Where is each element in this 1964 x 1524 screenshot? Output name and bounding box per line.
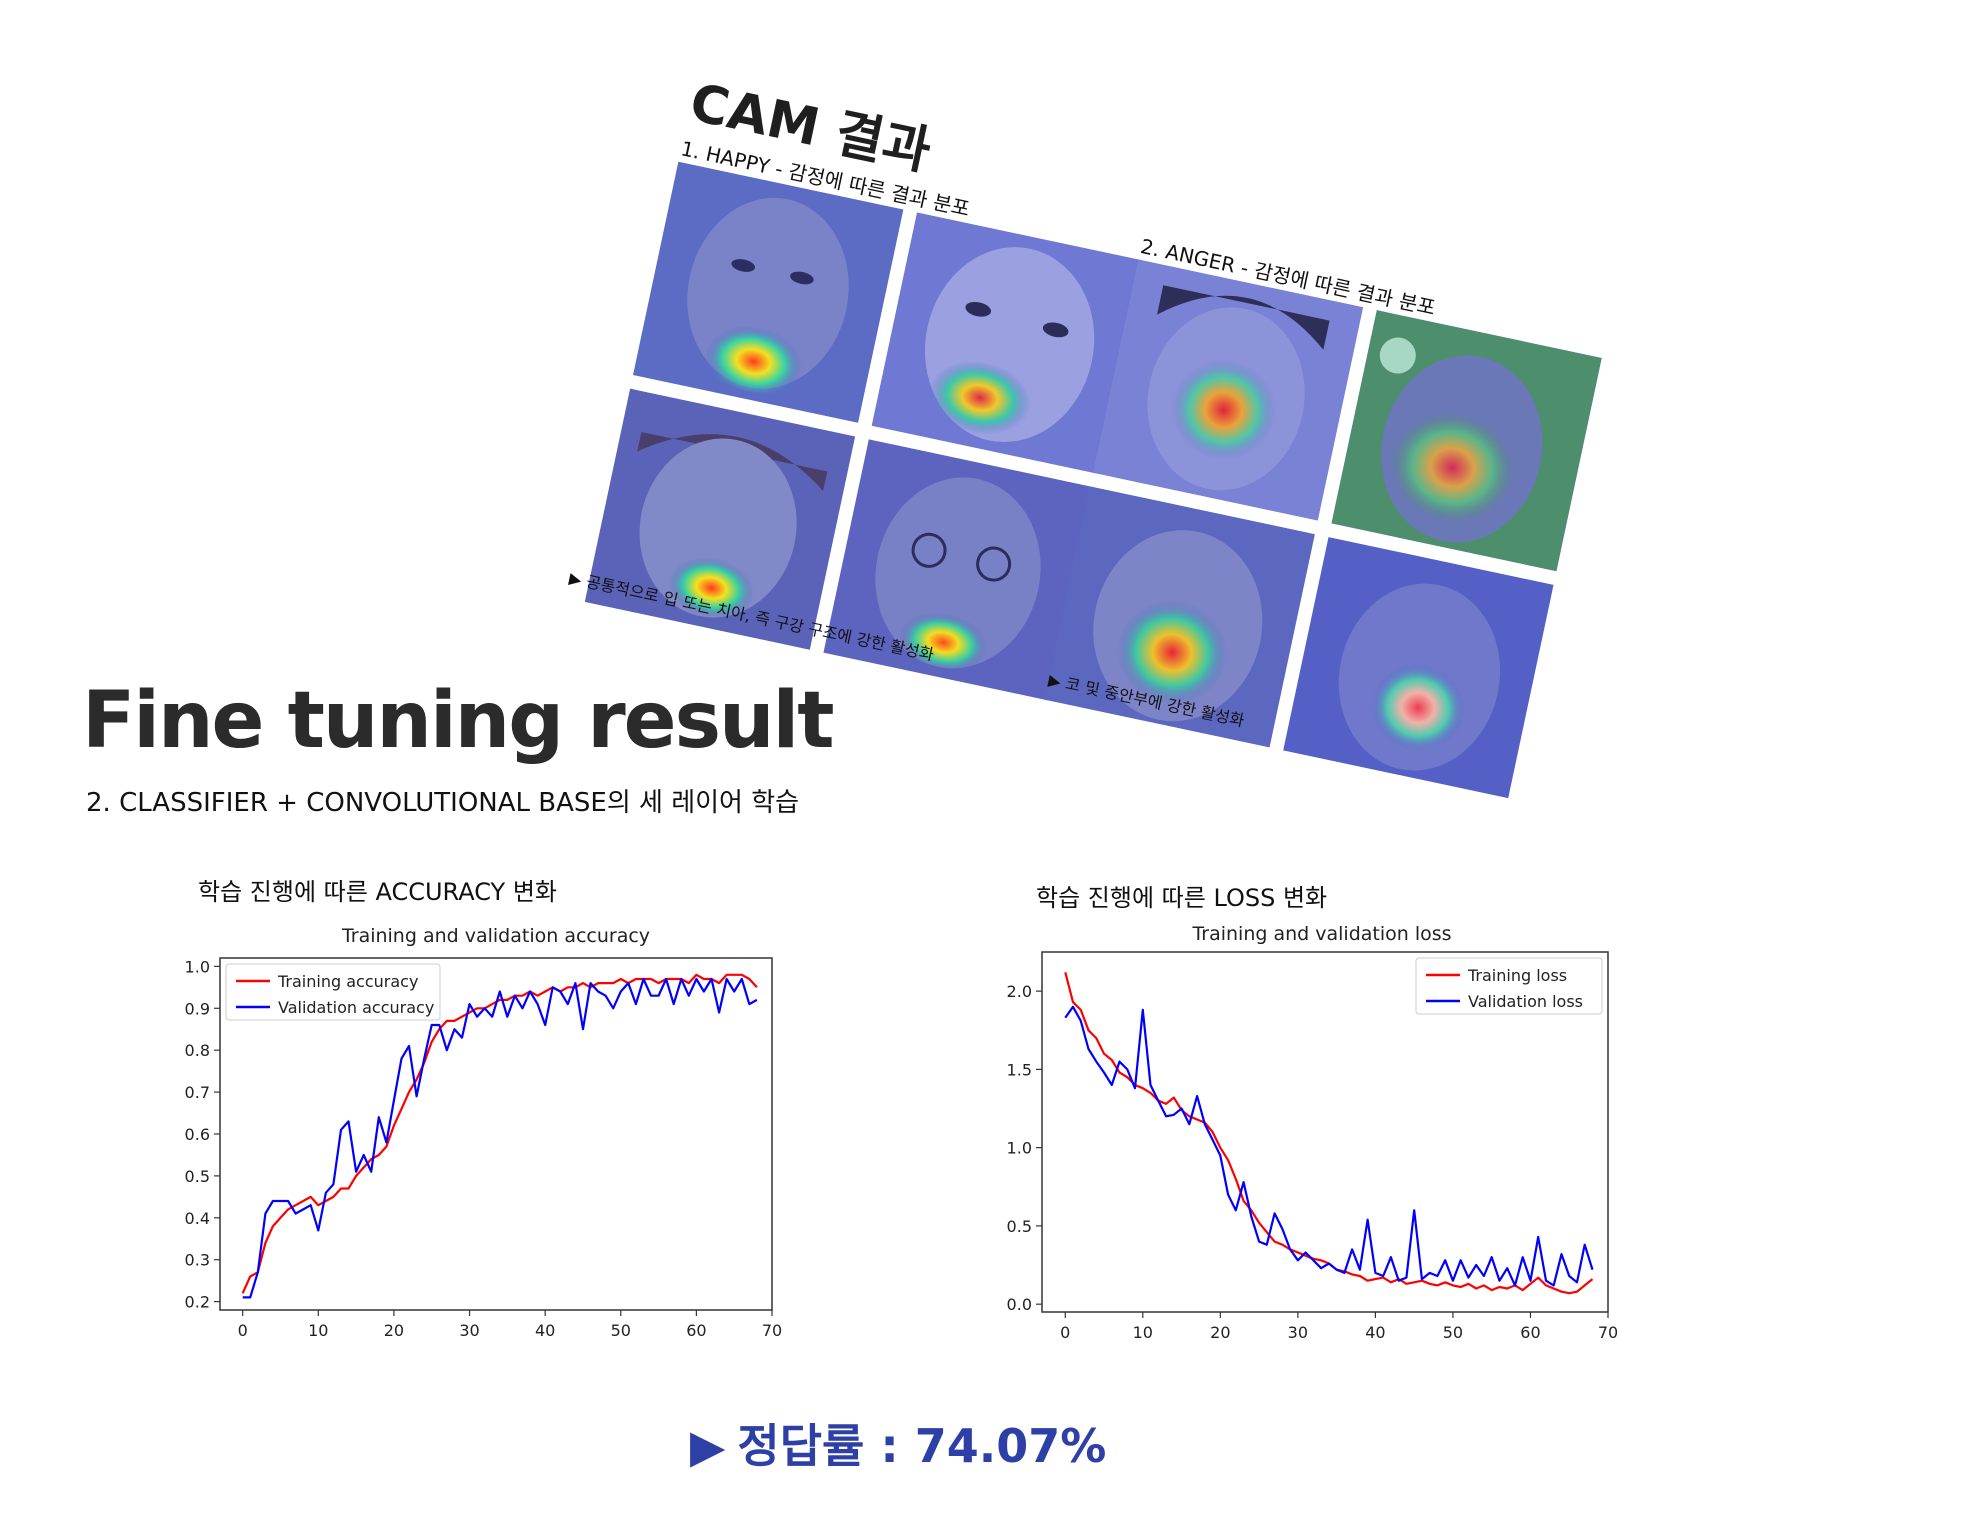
x-tick-label: 60 <box>686 1321 706 1340</box>
loss-legend-training-label: Training loss <box>1467 966 1567 985</box>
y-tick-label: 0.3 <box>185 1251 210 1270</box>
y-tick-label: 0.0 <box>1007 1295 1032 1314</box>
anger-face-2 <box>1331 310 1602 572</box>
anger-face-1 <box>1092 259 1364 521</box>
y-tick-label: 0.9 <box>185 999 210 1018</box>
accuracy-legend-validation-label: Validation accuracy <box>278 998 434 1017</box>
accuracy-chart-svg: Training and validation accuracy 0.20.30… <box>185 925 783 1340</box>
y-tick-label: 1.5 <box>1007 1060 1032 1079</box>
accuracy-legend-box <box>225 963 441 1021</box>
accuracy-heading: 학습 진행에 따른 ACCURACY 변화 <box>198 878 558 906</box>
accuracy-y-ticks: 0.2 0.3 0.4 0.5 0.6 0.7 0.8 0.9 1.0 <box>185 957 220 1312</box>
y-tick-label: 0.6 <box>185 1125 210 1144</box>
y-tick-label: 0.2 <box>185 1293 210 1312</box>
x-tick-label: 30 <box>1288 1323 1308 1342</box>
happy-face-3 <box>584 388 856 650</box>
x-tick-label: 60 <box>1520 1323 1540 1342</box>
y-tick-label: 0.5 <box>185 1167 210 1186</box>
loss-legend-validation-label: Validation loss <box>1468 992 1583 1011</box>
anger-face-3 <box>1044 486 1315 748</box>
accuracy-legend: Training accuracy Validation accuracy <box>225 963 441 1021</box>
x-tick-label: 20 <box>384 1321 404 1340</box>
loss-heading: 학습 진행에 따른 LOSS 변화 <box>1036 884 1328 912</box>
loss-legend-box <box>1415 957 1603 1015</box>
x-tick-label: 50 <box>611 1321 631 1340</box>
x-tick-label: 40 <box>1365 1323 1385 1342</box>
accuracy-chart: Training and validation accuracy 0.2 0.3 0… <box>160 918 800 1364</box>
play-triangle-icon: ▶ <box>690 1419 726 1473</box>
x-tick-label: 70 <box>762 1321 782 1340</box>
y-tick-label: 1.0 <box>1007 1139 1032 1158</box>
accuracy-legend-training-label: Training accuracy <box>277 972 418 991</box>
loss-series-lines <box>1064 972 1594 1295</box>
accuracy-x-ticks: 0 10 20 30 40 50 60 70 <box>238 1310 782 1340</box>
page-title: Fine tuning result <box>82 676 835 766</box>
loss-legend: Training loss Validation loss <box>1415 957 1603 1015</box>
y-tick-label: 0.7 <box>185 1083 210 1102</box>
happy-face-4 <box>823 439 1094 701</box>
happy-face-2 <box>871 212 1143 474</box>
validation-series-line <box>242 977 758 1299</box>
cam-panel: CAM 결과 1. HAPPY - 감정에 따른 결과 분포 2. ANGER … <box>542 60 1678 1011</box>
x-tick-label: 0 <box>238 1321 248 1340</box>
training-series-line <box>241 973 758 1294</box>
y-tick-label: 2.0 <box>1007 982 1032 1001</box>
x-tick-label: 0 <box>1060 1323 1070 1342</box>
y-tick-label: 0.4 <box>185 1209 210 1228</box>
x-tick-label: 50 <box>1443 1323 1463 1342</box>
loss-chart-svg: Training and validation loss 0.0 0.5 1.0 1.… <box>1007 923 1619 1342</box>
loss-chart-title: Training and validation loss <box>1191 923 1451 945</box>
accuracy-result: ▶ 정답률 : 74.07% <box>690 1410 1106 1476</box>
page-subtitle: 2. CLASSIFIER + CONVOLUTIONAL BASE의 세 레이… <box>86 788 800 818</box>
validation-series-line <box>1064 1005 1594 1287</box>
y-tick-label: 0.5 <box>1007 1217 1032 1236</box>
accuracy-result-text: 정답률 : 74.07% <box>737 1419 1107 1473</box>
loss-chart: Training and validation loss 0.0 0.5 1.0 1.… <box>990 916 1630 1362</box>
x-tick-label: 30 <box>459 1321 479 1340</box>
y-tick-label: 1.0 <box>185 957 210 976</box>
x-tick-label: 10 <box>308 1321 328 1340</box>
loss-x-ticks: 0 10 20 30 40 50 60 70 <box>1060 1312 1618 1342</box>
anger-face-4 <box>1283 537 1554 799</box>
accuracy-chart-title: Training and validation accuracy <box>341 925 650 947</box>
happy-face-1 <box>633 161 904 423</box>
loss-y-ticks: 0.0 0.5 1.0 1.5 2.0 <box>1007 982 1042 1314</box>
x-tick-label: 10 <box>1133 1323 1153 1342</box>
x-tick-label: 40 <box>535 1321 555 1340</box>
y-tick-label: 0.8 <box>185 1041 210 1060</box>
x-tick-label: 20 <box>1210 1323 1230 1342</box>
x-tick-label: 70 <box>1598 1323 1618 1342</box>
accuracy-series-lines <box>241 973 758 1299</box>
